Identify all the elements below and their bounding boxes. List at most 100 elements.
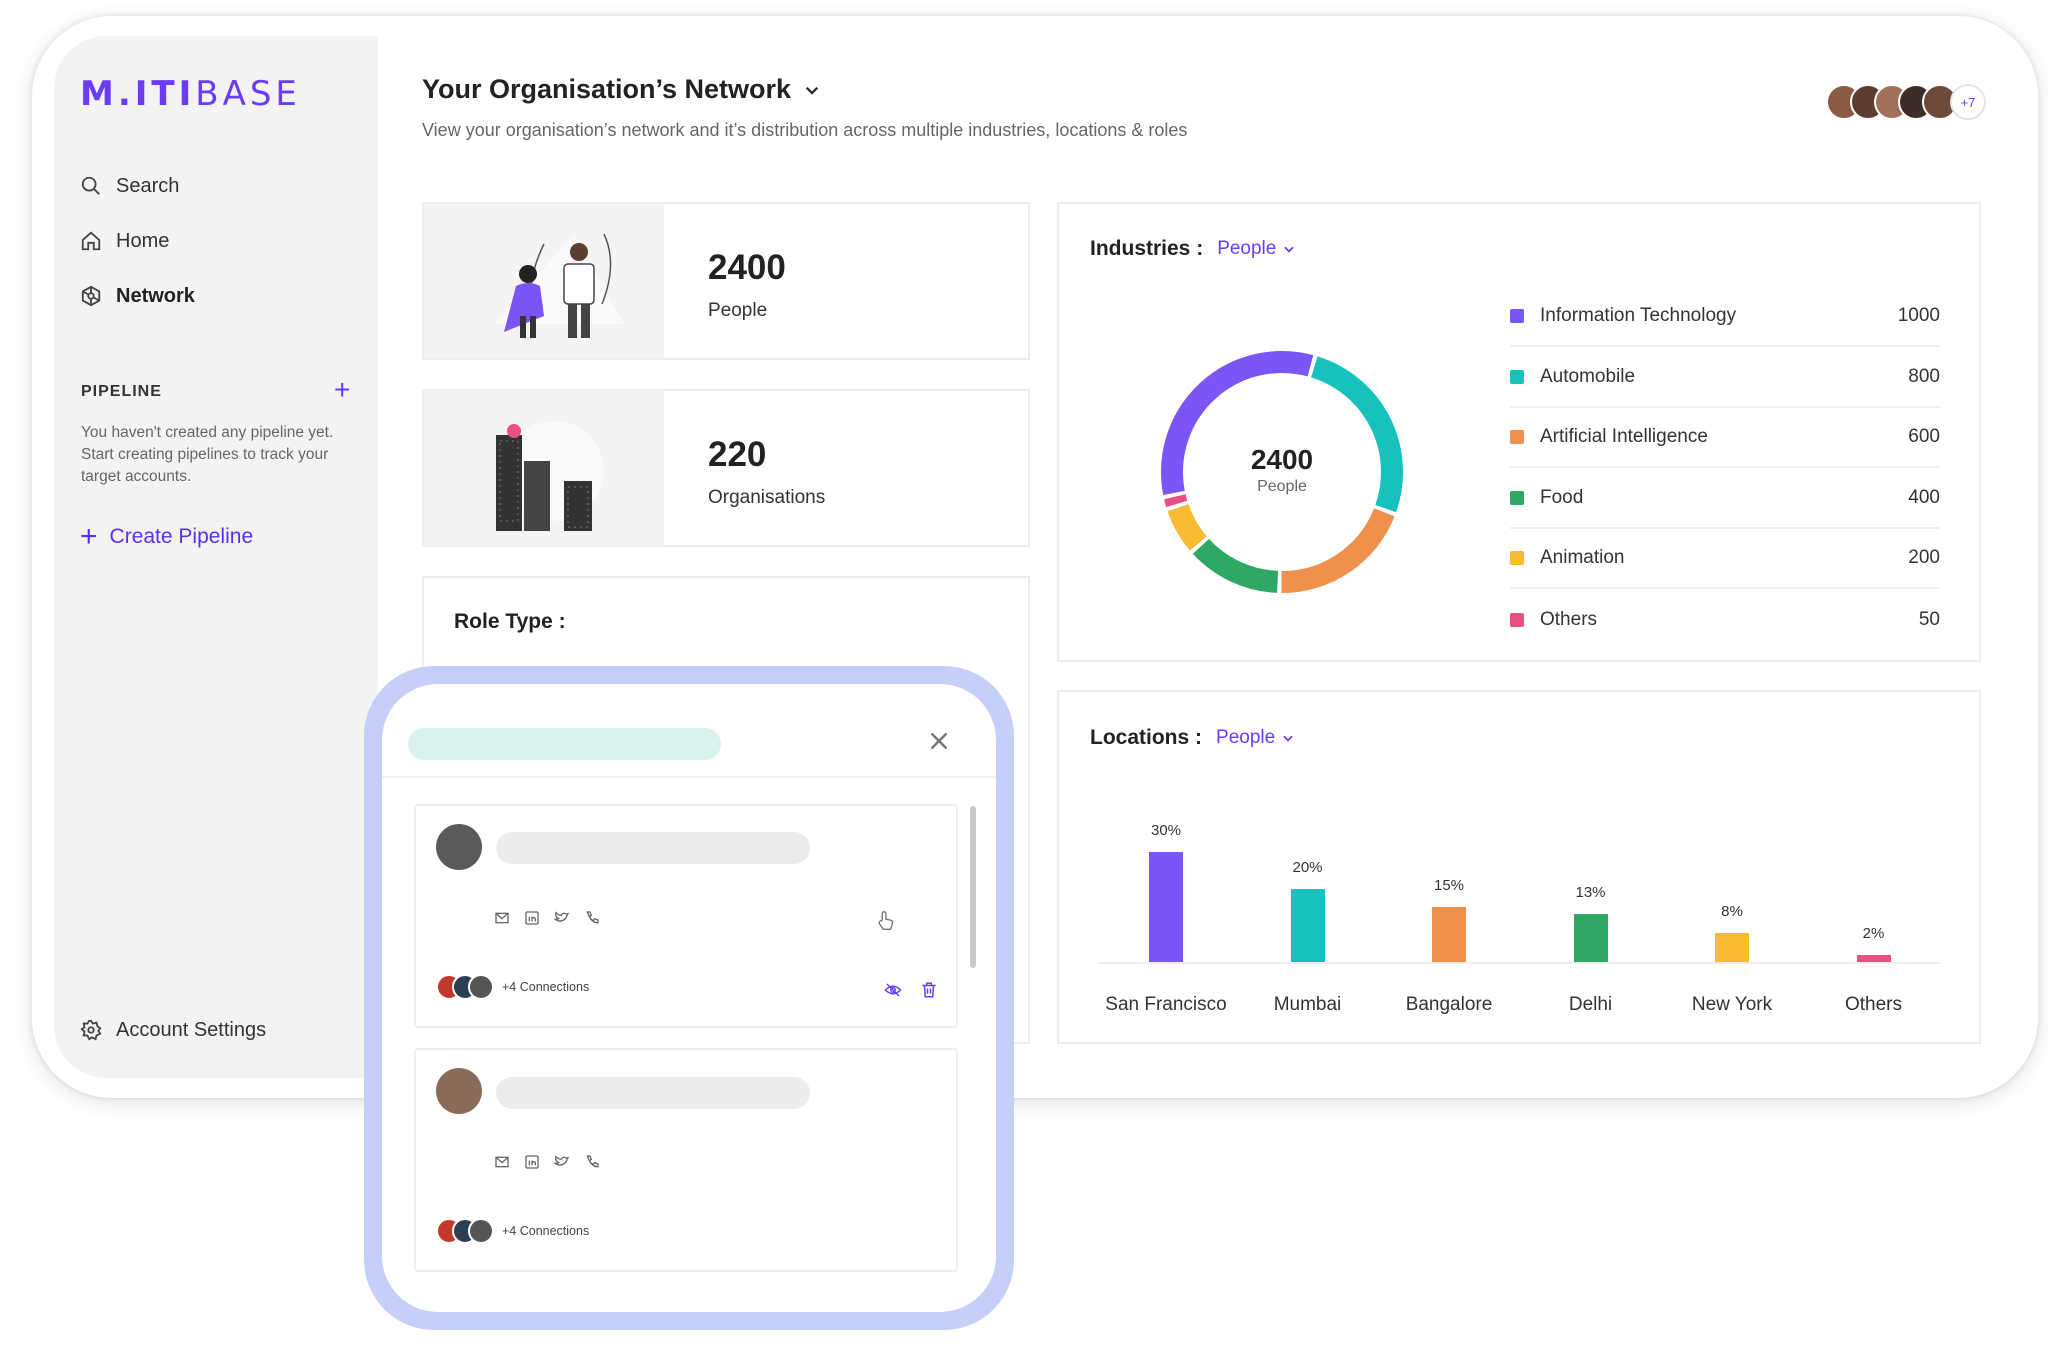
- sidebar: [54, 36, 378, 1078]
- mail-icon[interactable]: [494, 910, 510, 926]
- donut-slice[interactable]: [1164, 494, 1188, 508]
- bar-value-label: 13%: [1575, 884, 1606, 902]
- legend-value: 50: [1918, 608, 1940, 630]
- bar[interactable]: [1432, 907, 1466, 962]
- contact-icons: [494, 910, 600, 926]
- avatar: [436, 1068, 482, 1114]
- add-pipeline-button[interactable]: +: [334, 374, 351, 405]
- avatar: [468, 1218, 494, 1244]
- organisations-count: 220: [708, 435, 767, 474]
- donut-slice[interactable]: [1310, 356, 1403, 513]
- page-title[interactable]: Your Organisation’s Network: [422, 74, 821, 105]
- create-pipeline-link[interactable]: + Create Pipeline: [80, 520, 254, 553]
- connections-group[interactable]: +4 Connections: [436, 1218, 589, 1244]
- cursor-hand-icon: [878, 911, 894, 930]
- bar[interactable]: [1715, 932, 1749, 962]
- account-settings-link[interactable]: Account Settings: [80, 1012, 266, 1048]
- bar[interactable]: [1856, 954, 1891, 962]
- role-type-title: Role Type :: [454, 610, 566, 633]
- category-label: Delhi: [1568, 994, 1613, 1015]
- phone-icon[interactable]: [584, 910, 600, 926]
- create-pipeline-label: Create Pipeline: [109, 525, 254, 548]
- legend-item: Animation 200: [1510, 529, 1940, 589]
- locations-filter-dropdown[interactable]: People: [1216, 727, 1295, 749]
- trash-icon[interactable]: [920, 981, 938, 999]
- avatar: [436, 824, 482, 870]
- legend-label: Animation: [1540, 547, 1625, 568]
- page-title-text: Your Organisation’s Network: [422, 74, 792, 104]
- legend-label: Others: [1540, 608, 1598, 630]
- bar[interactable]: [1149, 852, 1183, 962]
- bar-value-label: 2%: [1862, 924, 1885, 942]
- donut-center-label: People: [1257, 478, 1307, 495]
- sidebar-item-label: Network: [116, 284, 195, 307]
- bar-value-label: 30%: [1150, 822, 1182, 839]
- page-subtitle: View your organisation’s network and it’…: [422, 120, 1188, 140]
- legend-swatch: [1510, 430, 1524, 444]
- donut-slice[interactable]: [1192, 538, 1279, 593]
- category-label: San Francisco: [1105, 994, 1227, 1015]
- category-label: Bangalore: [1405, 994, 1493, 1015]
- connections-count: +4 Connections: [502, 980, 590, 994]
- mail-icon[interactable]: [494, 1154, 510, 1170]
- phone-icon[interactable]: [584, 1154, 600, 1170]
- chart-baseline: [1098, 962, 1940, 964]
- modal-scrollbar[interactable]: [970, 806, 976, 968]
- connections-group[interactable]: +4 Connections: [436, 974, 589, 1000]
- twitter-icon[interactable]: [554, 910, 570, 926]
- close-icon[interactable]: [924, 726, 954, 756]
- name-placeholder: [496, 1077, 810, 1109]
- legend-value: 400: [1908, 486, 1940, 508]
- donut-slice[interactable]: [1161, 351, 1314, 495]
- contact-icons: [494, 1154, 600, 1170]
- linkedin-icon[interactable]: [524, 910, 540, 926]
- legend-item: Information Technology 1000: [1510, 287, 1940, 347]
- bar-value-label: 8%: [1721, 902, 1743, 920]
- pipeline-heading: PIPELINE: [81, 383, 162, 400]
- locations-filter-label: People: [1216, 727, 1276, 748]
- locations-header: Locations : People: [1090, 726, 1295, 750]
- home-icon: [81, 231, 101, 251]
- legend-swatch: [1510, 612, 1524, 627]
- industries-title: Industries :: [1090, 237, 1204, 260]
- gear-icon: [80, 1019, 102, 1041]
- industries-filter-label: People: [1217, 238, 1277, 259]
- logo-text: BASE: [195, 74, 301, 114]
- team-avatars[interactable]: +7: [1826, 84, 1986, 120]
- network-icon: [81, 285, 101, 307]
- logo-mark: M.ITI: [80, 74, 196, 114]
- connections-count: +4 Connections: [502, 1224, 590, 1238]
- linkedin-icon[interactable]: [524, 1154, 540, 1170]
- industries-filter-dropdown[interactable]: People: [1217, 238, 1296, 260]
- twitter-icon[interactable]: [554, 1154, 570, 1170]
- pipeline-empty-text: You haven't created any pipeline yet. St…: [81, 424, 334, 485]
- people-label: People: [708, 300, 768, 321]
- legend-item: Others 50: [1510, 590, 1940, 650]
- donut-slice[interactable]: [1167, 503, 1207, 551]
- search-icon: [81, 176, 100, 195]
- bar[interactable]: [1573, 914, 1608, 962]
- brand-logo[interactable]: M.ITIBASE: [80, 74, 301, 114]
- buildings-illustration: [424, 391, 664, 545]
- plus-icon: +: [80, 520, 98, 553]
- sidebar-item-label: Home: [116, 229, 170, 252]
- legend-value: 800: [1908, 365, 1940, 387]
- legend-value: 200: [1908, 547, 1940, 568]
- legend-value: 1000: [1897, 305, 1940, 326]
- legend-value: 600: [1908, 426, 1940, 447]
- sidebar-item-network[interactable]: Network: [80, 278, 195, 314]
- industries-donut-chart: [1161, 351, 1403, 593]
- locations-title: Locations :: [1090, 726, 1203, 749]
- people-illustration: [424, 204, 664, 358]
- hide-icon[interactable]: [884, 981, 902, 999]
- legend-label: Automobile: [1540, 365, 1636, 387]
- donut-slice[interactable]: [1281, 508, 1395, 593]
- sidebar-item-search[interactable]: Search: [80, 168, 179, 204]
- legend-label: Food: [1540, 486, 1584, 508]
- legend-item: Artificial Intelligence 600: [1510, 408, 1940, 468]
- chevron-down-icon: [1283, 735, 1293, 742]
- sidebar-item-home[interactable]: Home: [80, 223, 169, 259]
- bar[interactable]: [1290, 888, 1325, 962]
- donut-center-value: 2400: [1250, 444, 1314, 475]
- chevron-down-icon: [1284, 246, 1295, 253]
